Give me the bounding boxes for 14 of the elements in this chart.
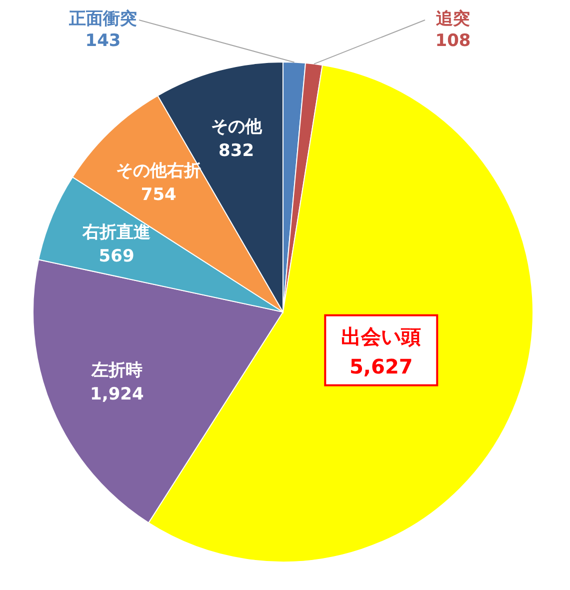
data-label: 1,924 bbox=[90, 384, 144, 404]
data-label: 832 bbox=[218, 141, 254, 162]
slice-label: 左折時 bbox=[90, 360, 142, 380]
data-label: 108 bbox=[435, 31, 471, 51]
data-label: 143 bbox=[85, 31, 121, 51]
slice-label: 出会い頭 bbox=[341, 324, 422, 348]
slice-label: 右折直進 bbox=[82, 222, 151, 242]
slice-label: 正面衝突 bbox=[68, 9, 137, 29]
slice-label: その他右折 bbox=[116, 160, 202, 181]
data-label: 754 bbox=[140, 184, 177, 205]
data-label: 569 bbox=[98, 246, 134, 266]
data-label: 5,627 bbox=[350, 354, 413, 378]
slice-label: 追突 bbox=[435, 9, 470, 29]
slice-label: その他 bbox=[210, 117, 263, 138]
